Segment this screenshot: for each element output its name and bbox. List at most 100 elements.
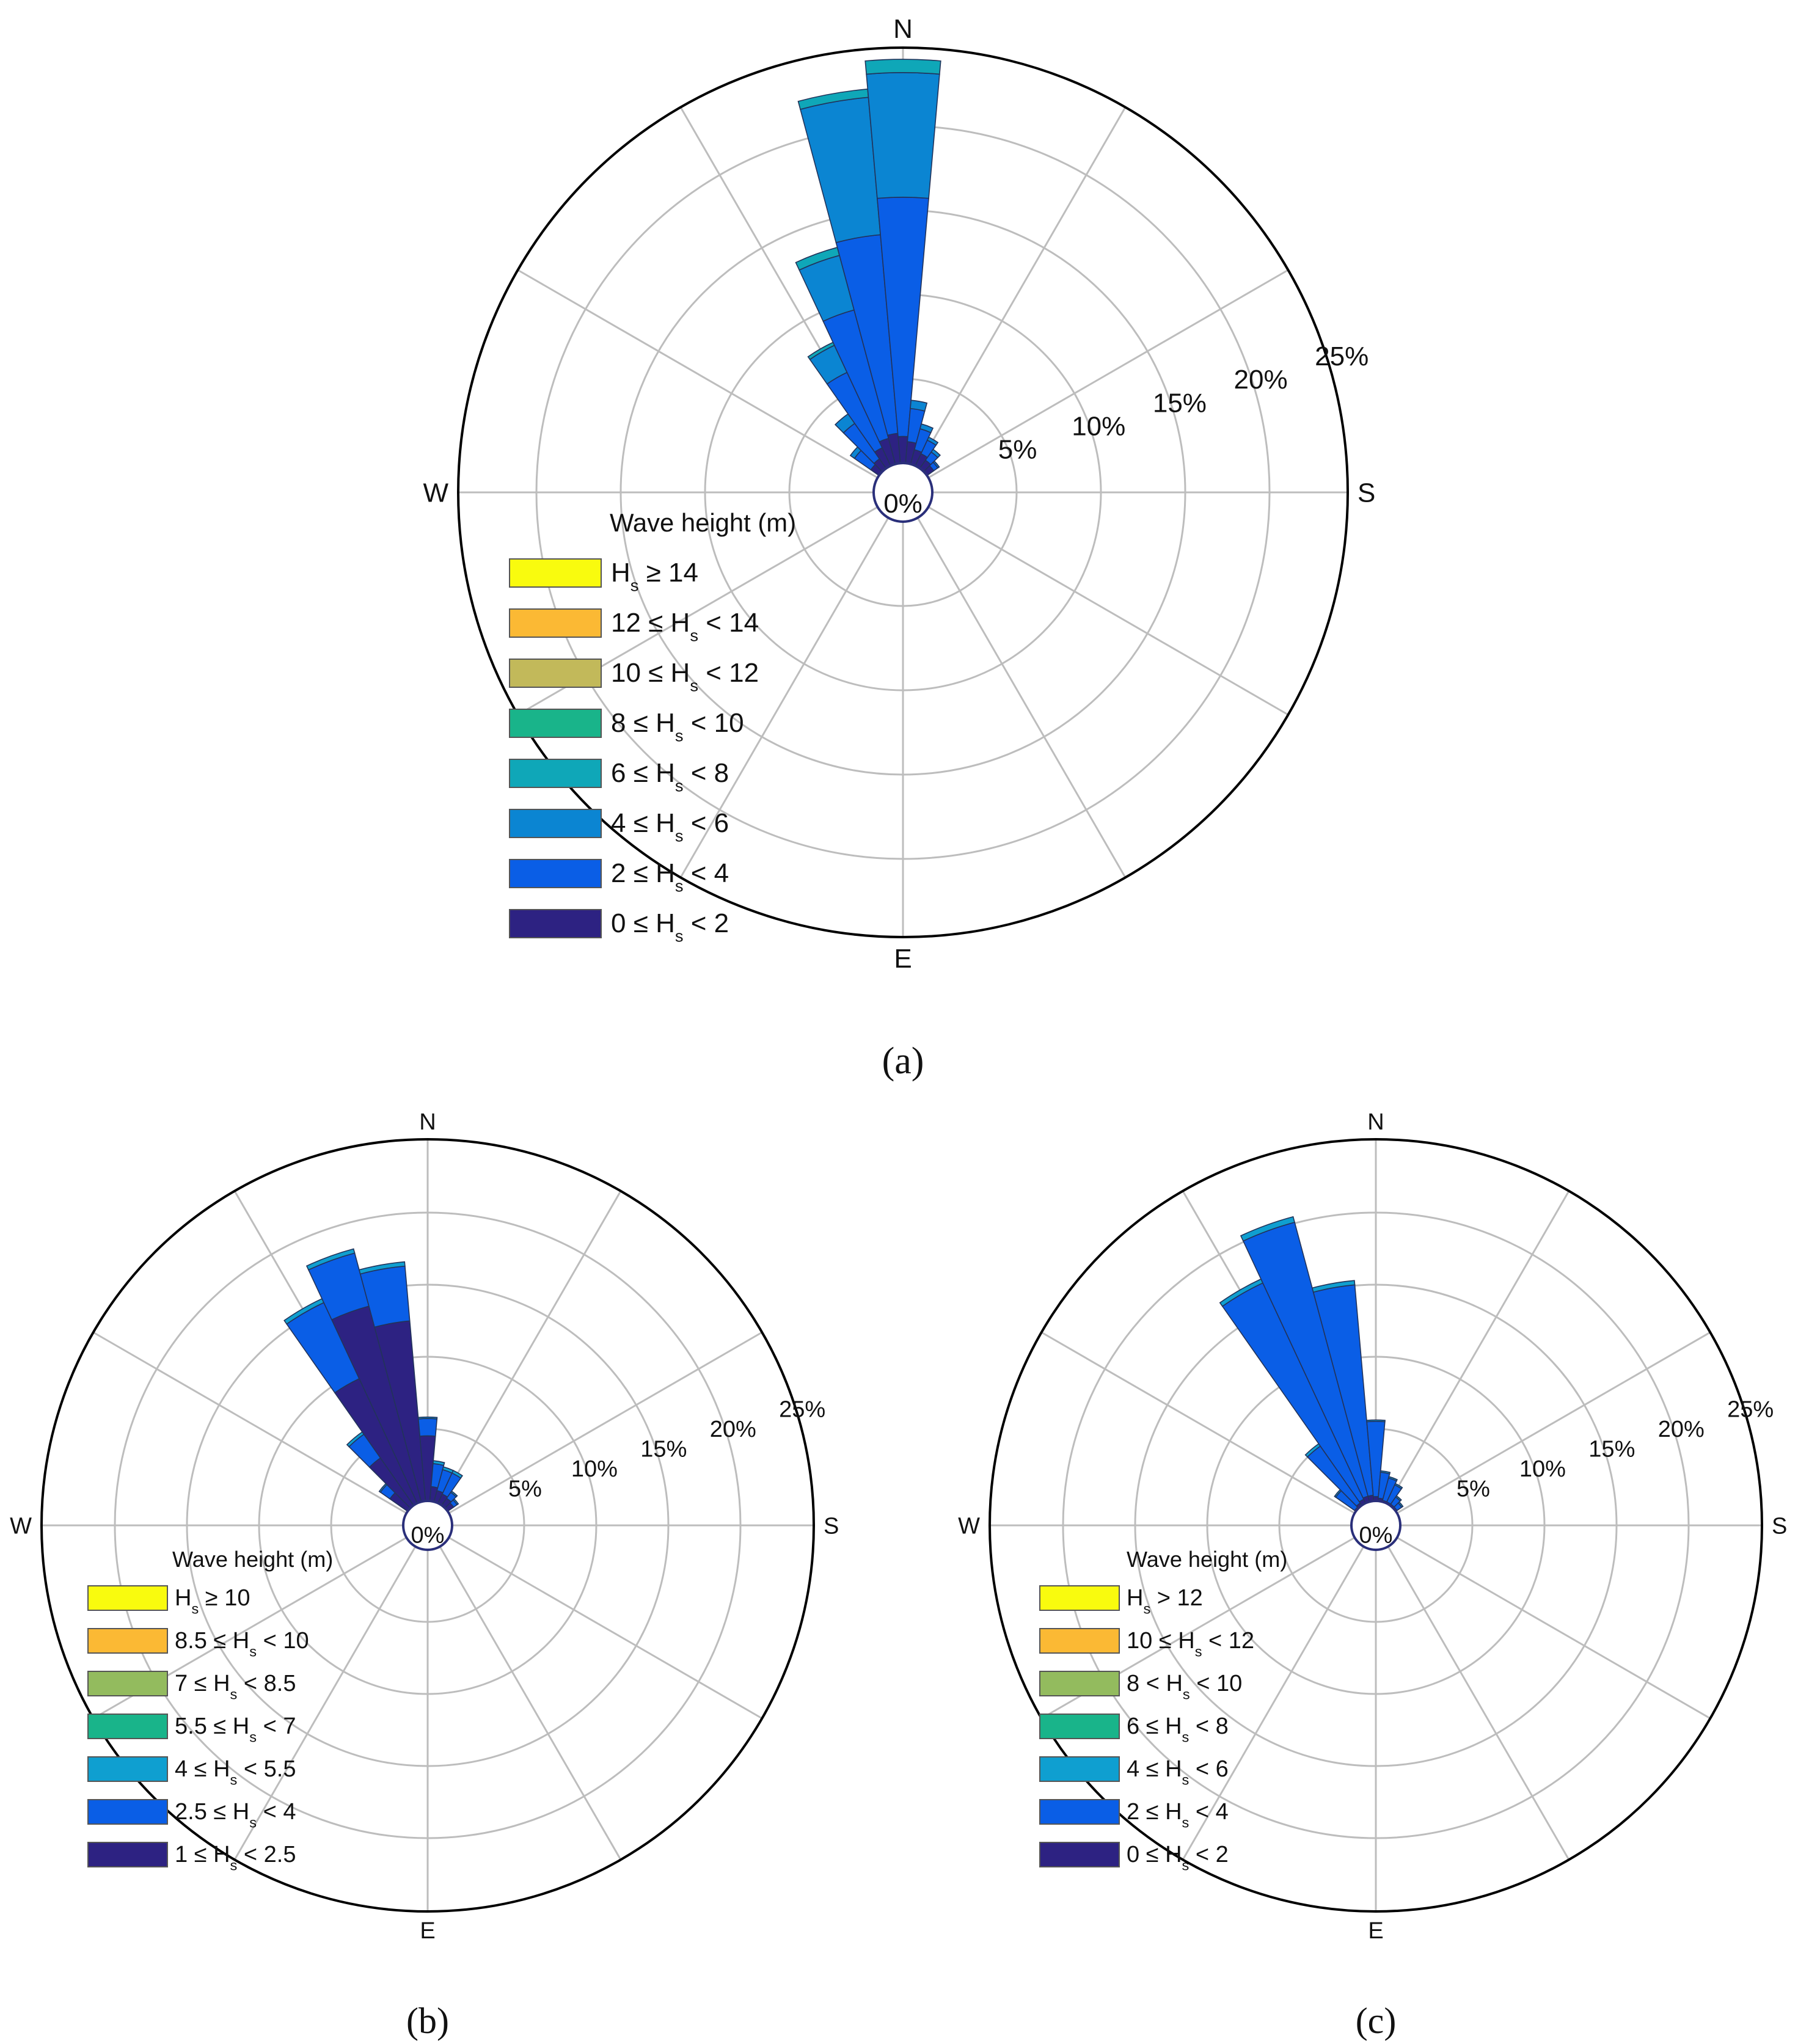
- rose-bar-segment: [1380, 1470, 1391, 1475]
- wave-rose-panel-a: N S E W 0% 5% 10% 15% 20% 25% Wave height (m) Hs ≥ …: [423, 14, 1375, 1082]
- rose-bar-segment: [452, 1498, 459, 1506]
- grid-spoke: [927, 506, 1289, 716]
- rose-bar-segment: [305, 1248, 356, 1271]
- rose-bar-segment: [910, 400, 928, 412]
- rose-bar-segment: [358, 1261, 406, 1275]
- direction-label-s: S: [1772, 1513, 1787, 1539]
- radial-tick-label: 15%: [1153, 388, 1207, 418]
- legend-swatch: [509, 659, 602, 688]
- legend-label: 5.5 ≤ Hs < 7: [175, 1714, 296, 1745]
- legend-label: 4 ≤ Hs < 5.5: [175, 1756, 296, 1787]
- rose-bar-segment: [451, 1470, 464, 1479]
- rose-bar-segment: [919, 423, 934, 434]
- legend-label: 10 ≤ Hs < 12: [611, 658, 759, 695]
- wave-rose-panel-c: N S E W 0% 5% 10% 15% 20% 25% Wave height (m) Hs > …: [958, 1109, 1787, 2041]
- grid-spoke: [439, 1190, 622, 1505]
- radial-tick-label: 20%: [710, 1417, 756, 1442]
- direction-label-w: W: [423, 478, 448, 508]
- rose-bar-segment: [800, 97, 881, 244]
- legend-swatch: [87, 1756, 168, 1782]
- legend-label: 7 ≤ Hs < 8.5: [175, 1671, 296, 1702]
- center-hole: [872, 462, 934, 523]
- legend-swatch: [509, 558, 602, 588]
- direction-label-w: W: [10, 1513, 32, 1539]
- rose-bar-segment: [1387, 1476, 1398, 1482]
- legend-label: 0 ≤ Hs < 2: [1127, 1842, 1229, 1873]
- legend-label: 0 ≤ Hs < 2: [611, 908, 729, 945]
- outer-circle: [457, 46, 1349, 938]
- legend-label: 6 ≤ Hs < 8: [611, 758, 729, 795]
- legend-swatch: [509, 709, 602, 738]
- center-hole: [402, 1500, 453, 1551]
- direction-label-s: S: [824, 1513, 839, 1539]
- grid-spoke: [1040, 1331, 1356, 1514]
- grid-spoke: [233, 1546, 417, 1861]
- outer-circle: [989, 1138, 1763, 1913]
- radial-tick-label: 10%: [1072, 411, 1125, 441]
- legend-label: 12 ≤ Hs < 14: [611, 608, 759, 644]
- legend-title: Wave height (m): [1127, 1547, 1287, 1572]
- center-hole: [1350, 1500, 1402, 1551]
- grid-spoke: [927, 269, 1289, 479]
- direction-label-n: N: [419, 1109, 436, 1135]
- radial-tick-label: 25%: [779, 1397, 825, 1423]
- legend-swatch: [509, 909, 602, 938]
- radial-tick-label: 20%: [1234, 365, 1288, 395]
- grid-spoke: [916, 106, 1127, 468]
- rose-bar-segment: [926, 436, 939, 446]
- legend-swatch: [509, 809, 602, 838]
- legend-label: Hs ≥ 14: [611, 558, 698, 594]
- grid-spoke: [1387, 1546, 1570, 1861]
- radial-tick-label: 25%: [1315, 341, 1369, 371]
- legend-swatch: [1039, 1671, 1120, 1696]
- legend-label: 2 ≤ Hs < 4: [611, 858, 729, 895]
- rose-bar-segment: [930, 448, 941, 459]
- legend-label: 2 ≤ Hs < 4: [1127, 1799, 1229, 1830]
- legend-label: 10 ≤ Hs < 12: [1127, 1628, 1254, 1659]
- rose-bar-segment: [417, 1418, 438, 1437]
- panel-caption: (b): [406, 2001, 449, 2041]
- radial-tick-label: 5%: [998, 434, 1037, 464]
- legend-swatch: [87, 1585, 168, 1611]
- grid-spoke: [679, 517, 890, 878]
- grid-spoke: [439, 1546, 622, 1861]
- rose-bar-segment: [450, 1490, 458, 1498]
- grid-spoke: [92, 1331, 407, 1514]
- legend-label: 8 < Hs < 10: [1127, 1671, 1242, 1702]
- grid-spoke: [448, 1536, 763, 1720]
- radial-tick-label: 0%: [1359, 1523, 1393, 1549]
- legend-swatch: [1039, 1628, 1120, 1654]
- grid-spoke: [517, 269, 879, 479]
- grid-spoke: [1396, 1536, 1711, 1720]
- legend-label: 6 ≤ Hs < 8: [1127, 1714, 1229, 1745]
- radial-tick-label: 0%: [883, 489, 923, 519]
- legend-swatch: [1039, 1799, 1120, 1825]
- rose-bar-segment: [432, 1460, 445, 1466]
- panel-caption: (c): [1356, 2001, 1397, 2041]
- legend-swatch: [1039, 1714, 1120, 1739]
- direction-label-n: N: [893, 14, 913, 44]
- legend-swatch: [87, 1799, 168, 1825]
- rose-bar-segment: [1366, 1419, 1386, 1423]
- legend-swatch: [87, 1842, 168, 1867]
- grid-spoke: [1387, 1190, 1570, 1505]
- legend-swatch: [509, 859, 602, 888]
- legend-swatch: [87, 1671, 168, 1696]
- wave-rose-panel-b: N S E W 0% 5% 10% 15% 20% 25% Wave height (m) Hs ≥ …: [10, 1109, 839, 2041]
- grid-spoke: [916, 517, 1127, 878]
- rose-bar-segment: [866, 72, 940, 199]
- radial-tick-label: 15%: [640, 1437, 687, 1462]
- outer-circle: [40, 1138, 815, 1913]
- rose-bar-segment: [864, 59, 941, 75]
- legend-swatch: [87, 1628, 168, 1654]
- radial-tick-label: 5%: [508, 1476, 542, 1502]
- direction-label-e: E: [894, 944, 912, 974]
- legend-label: 1 ≤ Hs < 2.5: [175, 1842, 296, 1873]
- panel-caption: (a): [882, 1040, 924, 1082]
- legend-swatch: [509, 608, 602, 638]
- radial-tick-label: 10%: [1519, 1456, 1566, 1482]
- legend-title: Wave height (m): [610, 508, 796, 537]
- grid-spoke: [448, 1331, 763, 1514]
- legend-swatch: [1039, 1585, 1120, 1611]
- legend-label: Hs > 12: [1127, 1585, 1203, 1616]
